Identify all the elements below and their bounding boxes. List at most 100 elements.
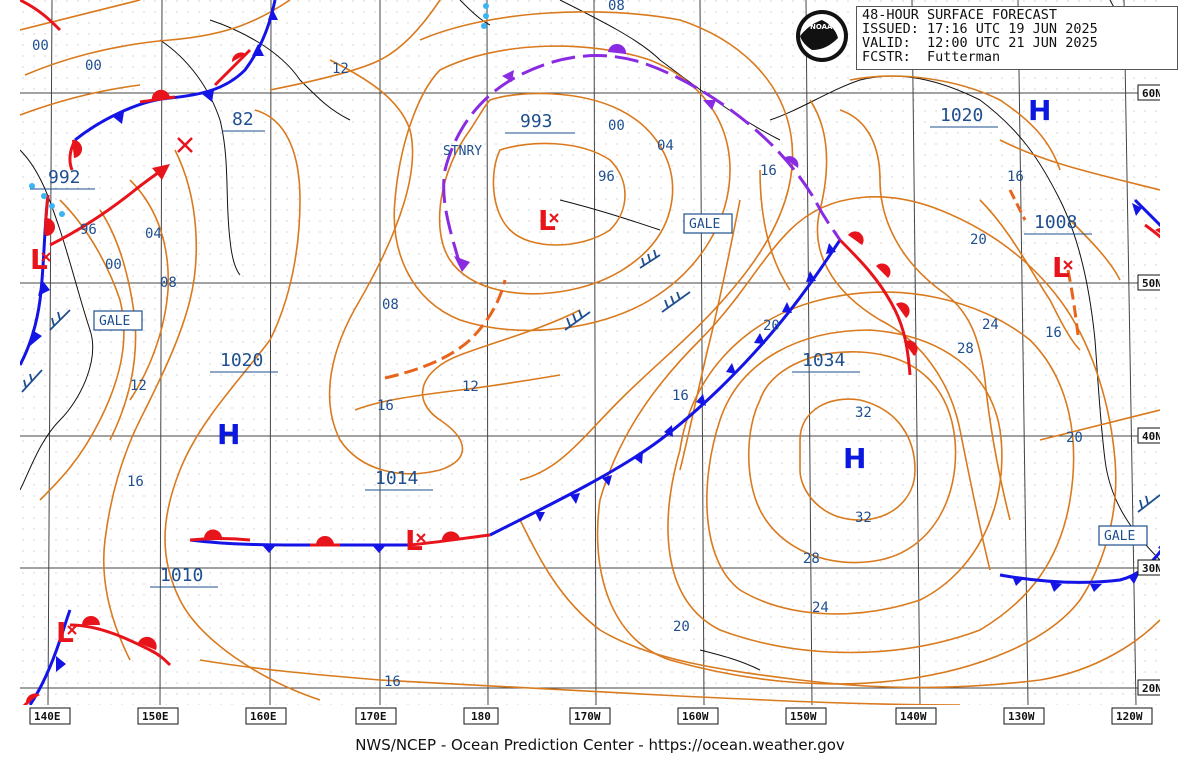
valid-time: VALID: 12:00 UTC 21 JUN 2025 — [862, 35, 1098, 51]
footer-credit: NWS/NCEP - Ocean Prediction Center - htt… — [355, 736, 845, 754]
warm-front-east — [838, 238, 912, 376]
isobar-label: 16 — [127, 474, 144, 490]
isobar-label: 00 — [32, 38, 49, 54]
warm-front-nw — [20, 0, 62, 32]
isobar-label: 20 — [1066, 430, 1083, 446]
svg-text:30N: 30N — [1142, 562, 1162, 575]
pressure-values: 992 993 82 1020 1020 1008 1034 1014 1010 — [30, 105, 1092, 588]
isobar-label: 04 — [145, 226, 162, 242]
trough-central — [384, 279, 507, 380]
trough-northeast — [1008, 189, 1027, 221]
svg-text:GALE: GALE — [1104, 529, 1135, 544]
pressure-value: 992 — [48, 167, 81, 188]
cold-front-ne — [1133, 198, 1160, 228]
isobar-label: 16 — [1007, 169, 1024, 185]
gale-box: GALE — [1098, 525, 1148, 546]
low-symbols: L L L L L — [30, 204, 1073, 649]
svg-text:150E: 150E — [142, 710, 169, 723]
forecast-title: 48-HOUR SURFACE FORECAST — [862, 7, 1058, 23]
storm-track-arrow — [49, 168, 163, 247]
isobar-label: 32 — [855, 405, 872, 421]
isobar-label: 00 — [608, 118, 625, 134]
low-pressure-symbol: L — [56, 616, 77, 649]
svg-text:GALE: GALE — [689, 217, 720, 232]
svg-text:20N: 20N — [1142, 682, 1162, 695]
warm-front-sw — [69, 623, 172, 667]
marker-dots — [29, 3, 489, 217]
isobar-label: 16 — [760, 163, 777, 179]
pressure-value: 1020 — [940, 105, 983, 126]
svg-text:L: L — [30, 243, 48, 276]
isobar-labels: 00 00 12 08 00 04 96 04 96 00 08 12 16 1… — [32, 0, 1083, 690]
low-pressure-symbol: L — [405, 524, 426, 557]
stationary-label: STNRY — [443, 144, 482, 159]
svg-text:L: L — [1052, 251, 1070, 284]
svg-text:150W: 150W — [790, 710, 817, 723]
svg-text:GALE: GALE — [99, 314, 130, 329]
forecast-header-box — [856, 6, 1178, 70]
svg-text:60N: 60N — [1142, 87, 1162, 100]
isobar-label: 12 — [130, 378, 147, 394]
isobar-label: 24 — [982, 317, 999, 333]
cold-front-nw — [74, 0, 277, 142]
isobar-label: 12 — [332, 61, 349, 77]
pressure-value: 1020 — [220, 350, 263, 371]
svg-text:180: 180 — [471, 710, 491, 723]
high-pressure-symbol: H — [843, 442, 866, 475]
isobar-label: 08 — [608, 0, 625, 14]
noaa-logo: NOAA — [796, 10, 848, 62]
occluded-front — [442, 54, 842, 266]
cold-front-main — [489, 239, 842, 537]
warm-front-west — [189, 537, 251, 542]
trough-east — [1066, 269, 1080, 336]
svg-text:NOAA: NOAA — [810, 23, 833, 31]
pressure-value: 993 — [520, 111, 553, 132]
pressure-value: 82 — [232, 109, 254, 130]
wind-barbs — [21, 249, 1160, 513]
isobar-label: 08 — [382, 297, 399, 313]
gale-box: GALE — [93, 310, 143, 331]
pressure-value: 1010 — [160, 565, 203, 586]
svg-text:170W: 170W — [574, 710, 601, 723]
x-mark-icon — [177, 137, 193, 153]
svg-text:50N: 50N — [1142, 277, 1162, 290]
isobar-label: 16 — [1045, 325, 1062, 341]
svg-text:120W: 120W — [1116, 710, 1143, 723]
map-background — [20, 0, 1160, 705]
svg-text:L: L — [56, 616, 74, 649]
isobar-label: 08 — [160, 275, 177, 291]
warm-front-ne — [1144, 223, 1160, 239]
pressure-value: 1014 — [375, 468, 418, 489]
isobar-label: 32 — [855, 510, 872, 526]
arrow-head — [152, 164, 170, 180]
low-pressure-symbol: L — [1052, 251, 1073, 284]
svg-text:L: L — [538, 204, 556, 237]
isobar-label: 04 — [657, 138, 674, 154]
svg-text:140E: 140E — [34, 710, 61, 723]
gale-warnings: GALE GALE GALE — [93, 213, 1148, 546]
svg-text:L: L — [405, 524, 423, 557]
isobar-label: 00 — [105, 257, 122, 273]
isobar-label: 16 — [377, 398, 394, 414]
isobar-label: 28 — [803, 551, 820, 567]
svg-text:160W: 160W — [682, 710, 709, 723]
forecaster: FCSTR: Futterman — [862, 49, 1001, 65]
high-pressure-symbol: H — [1028, 94, 1051, 127]
isobar-label: 20 — [673, 619, 690, 635]
isobar-label: 96 — [80, 222, 97, 238]
isobar-label: 16 — [672, 388, 689, 404]
svg-text:170E: 170E — [360, 710, 387, 723]
isobar-label: 24 — [812, 600, 829, 616]
isobar-label: 20 — [970, 232, 987, 248]
svg-text:130W: 130W — [1008, 710, 1035, 723]
isobar-label: 20 — [763, 318, 780, 334]
isobar-label: 96 — [598, 169, 615, 185]
isobar-label: 00 — [85, 58, 102, 74]
pressure-value: 1008 — [1034, 212, 1077, 233]
isobar-label: 12 — [462, 379, 479, 395]
cold-front-sw — [28, 609, 72, 705]
svg-text:40N: 40N — [1142, 430, 1162, 443]
gale-box: GALE — [683, 213, 733, 234]
isobar-label: 16 — [384, 674, 401, 690]
